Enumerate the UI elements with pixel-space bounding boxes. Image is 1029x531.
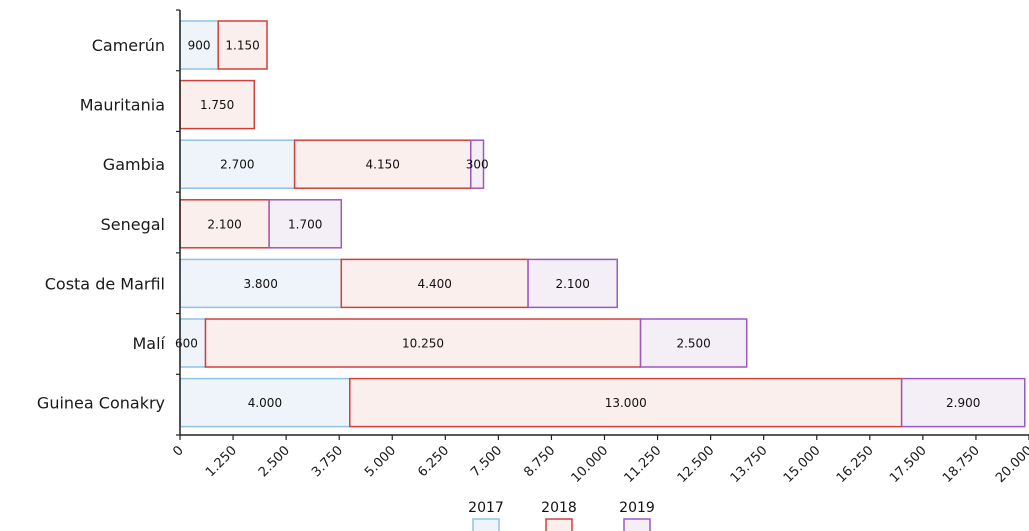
legend-label-2017: 2017 (468, 500, 504, 516)
data-label-senegal-2018: 2.100 (207, 217, 241, 231)
bar-guinea-conakry-2018[interactable] (349, 377, 903, 428)
x-tick-label: 18.750 (940, 443, 983, 486)
category-label-gambia: Gambia (103, 155, 165, 174)
data-label-senegal-2019: 1.700 (288, 217, 322, 231)
category-label-senegal: Senegal (101, 215, 165, 234)
bar-costa-de-marfil-2019[interactable] (527, 258, 618, 309)
x-tick-label: 0 (170, 443, 186, 459)
legend[interactable]: 2017 2018 2019 (468, 500, 655, 531)
category-label-mali: Malí (133, 334, 166, 353)
data-label-guinea-conakry-2019: 2.900 (946, 396, 980, 410)
legend-swatch-2017[interactable] (472, 518, 500, 531)
category-labels: Camerún Mauritania Gambia Senegal Costa de M… (37, 36, 166, 413)
bar-guinea-conakry-2017[interactable] (179, 377, 351, 428)
x-tick-label: 12.500 (675, 443, 718, 486)
data-label-costa-de-marfil-2018: 4.400 (418, 277, 452, 291)
data-label-mali-2018: 10.250 (402, 337, 444, 351)
x-tick-label: 15.000 (781, 443, 824, 486)
data-label-guinea-conakry-2017: 4.000 (248, 396, 282, 410)
data-label-gambia-2019: 300 (466, 158, 489, 172)
x-tick-label: 3.750 (309, 443, 346, 480)
category-label-guinea-conakry: Guinea Conakry (37, 394, 165, 413)
bar-mali-2019[interactable] (639, 318, 748, 368)
bar-gambia-2018[interactable] (293, 139, 472, 189)
x-tick-label: 10.000 (569, 443, 612, 486)
bar-senegal-2018[interactable] (179, 199, 270, 249)
bar-costa-de-marfil-2018[interactable] (340, 258, 529, 309)
bar-camerun-2018[interactable] (217, 20, 268, 70)
category-label-mauritania: Mauritania (80, 96, 165, 115)
data-label-gambia-2018: 4.150 (366, 158, 400, 172)
legend-swatch-2019[interactable] (623, 518, 651, 531)
x-tick-label: 1.250 (203, 443, 240, 480)
x-tick-label: 20.000 (993, 443, 1029, 486)
legend-label-2019: 2019 (619, 500, 655, 516)
bars-layer (179, 20, 1026, 428)
x-tick-label: 13.750 (728, 443, 771, 486)
data-label-costa-de-marfil-2017: 3.800 (243, 277, 277, 291)
legend-swatch-2018[interactable] (545, 518, 573, 531)
x-tick-label: 8.750 (521, 443, 558, 480)
x-tick-label: 11.250 (622, 443, 665, 486)
x-tick-label: 7.500 (468, 443, 505, 480)
category-label-costa-de-marfil: Costa de Marfil (45, 274, 165, 293)
data-label-gambia-2017: 2.700 (220, 158, 254, 172)
data-label-camerun-2017: 900 (188, 39, 211, 53)
data-label-mali-2019: 2.500 (676, 337, 710, 351)
bar-gambia-2019[interactable] (470, 139, 485, 189)
legend-label-2018: 2018 (541, 500, 577, 516)
data-label-mali-2017: 600 (175, 337, 198, 351)
x-tick-label: 2.500 (256, 443, 293, 480)
x-tick-label: 16.250 (834, 443, 877, 486)
data-label-costa-de-marfil-2019: 2.100 (555, 277, 589, 291)
bar-labels-layer: 900 1.150 1.750 2.700 4.150 300 2.100 1.700 3.80… (175, 39, 980, 411)
data-label-guinea-conakry-2018: 13.000 (605, 396, 647, 410)
data-label-mauritania-2018: 1.750 (200, 98, 234, 112)
x-tick-label: 6.250 (415, 443, 452, 480)
x-tick-label: 5.000 (362, 443, 399, 480)
bar-senegal-2019[interactable] (268, 199, 343, 249)
bar-guinea-conakry-2019[interactable] (900, 377, 1026, 428)
bar-mauritania-2018[interactable] (179, 79, 256, 130)
x-tick-label: 17.500 (887, 443, 930, 486)
bar-mali-2018[interactable] (204, 318, 642, 368)
category-label-camerun: Camerún (92, 36, 165, 55)
data-label-camerun-2018: 1.150 (225, 39, 259, 53)
